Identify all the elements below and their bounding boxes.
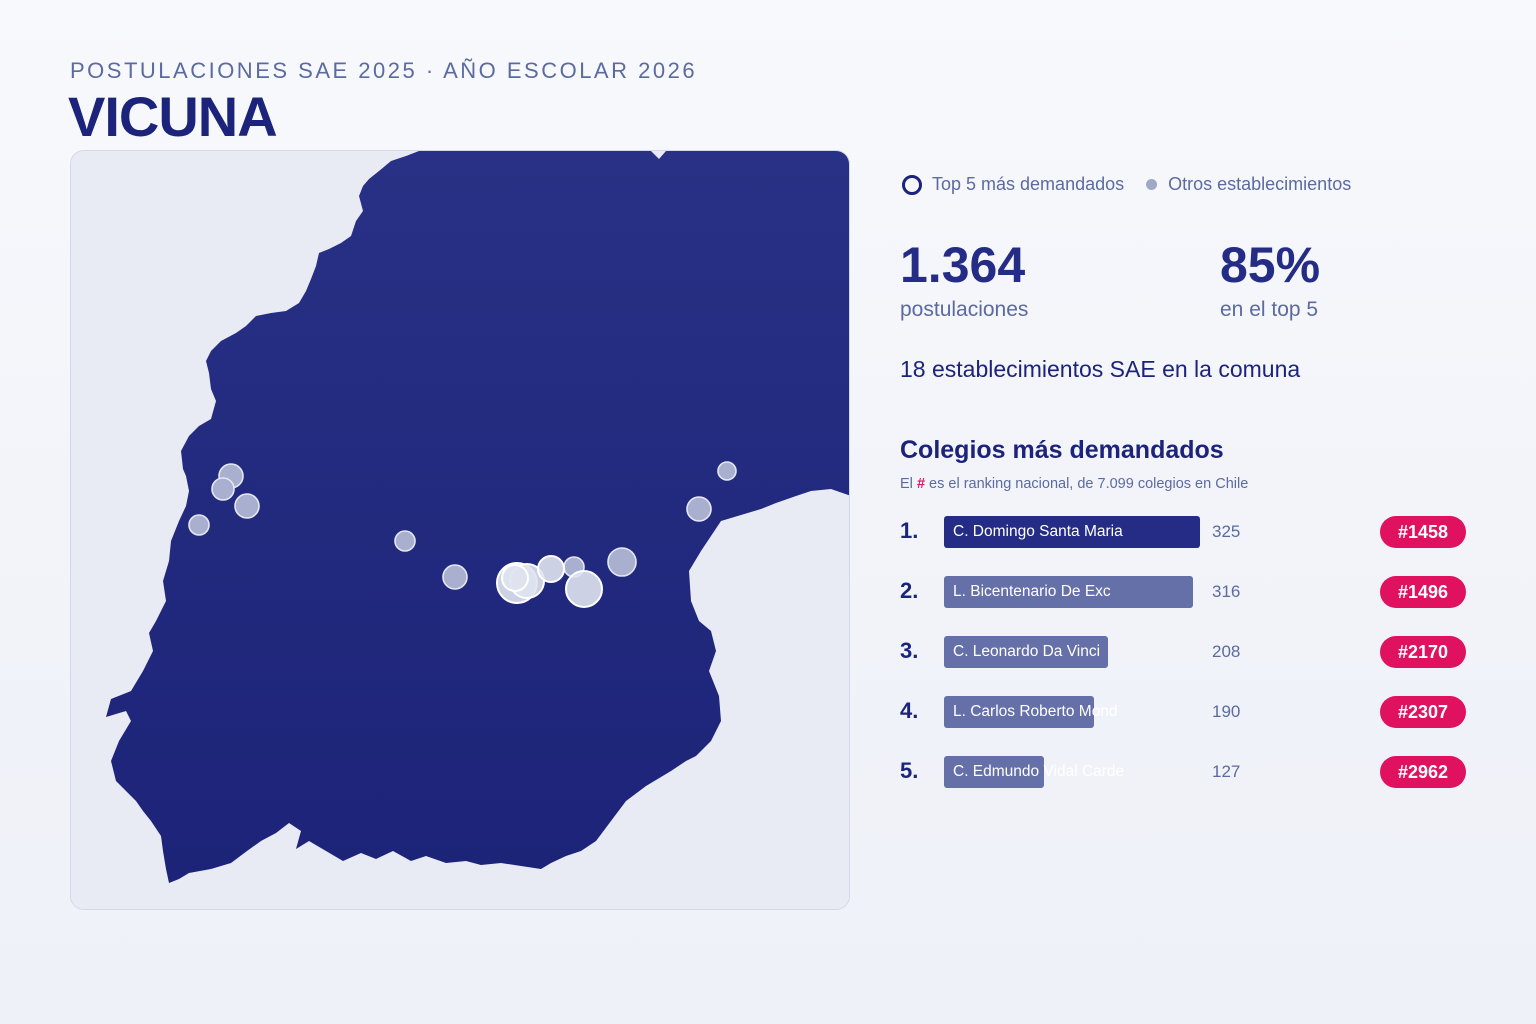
applications-count: 325 (1212, 522, 1241, 541)
map-markers (188, 461, 737, 608)
establishments-count: 18 establecimientos SAE en la comuna (900, 356, 1301, 382)
demand-bar (944, 636, 1108, 668)
ranking-row[interactable]: 2. L. Bicentenario De Exc 316 #1496 (900, 576, 1466, 608)
national-rank-badge: #1458 (1380, 516, 1466, 548)
ranking-row[interactable]: 4. L. Carlos Roberto Mond 190 #2307 (900, 696, 1466, 728)
legend-others-label: Otros establecimientos (1168, 174, 1352, 194)
school-name: C. Edmundo Vidal Carde (953, 763, 1125, 780)
rank-number: 1. (900, 518, 919, 543)
top5-school-marker[interactable] (501, 564, 529, 592)
school-marker[interactable] (234, 493, 260, 519)
applications-count: 208 (1212, 642, 1241, 661)
ranking-note: El # es el ranking nacional, de 7.099 co… (900, 476, 1248, 492)
national-rank-badge: #1496 (1380, 576, 1466, 608)
commune-map[interactable] (71, 151, 850, 910)
national-rank-badge: #2307 (1380, 696, 1466, 728)
demand-bar (944, 696, 1094, 728)
applications-count: 190 (1212, 702, 1241, 721)
rank-number: 4. (900, 698, 919, 723)
top5-school-marker[interactable] (565, 570, 603, 608)
rank-number: 3. (900, 638, 919, 663)
school-marker[interactable] (717, 461, 737, 481)
school-marker[interactable] (211, 477, 235, 501)
legend-top5-label: Top 5 más demandados (932, 174, 1125, 194)
demand-bar (944, 576, 1193, 608)
ranking-title: Colegios más demandados (900, 436, 1224, 464)
ranking-row[interactable]: 3. C. Leonardo Da Vinci 208 #2170 (900, 636, 1466, 668)
school-name: L. Carlos Roberto Mond (953, 703, 1118, 720)
map-panel[interactable] (70, 150, 850, 910)
school-marker[interactable] (607, 547, 637, 577)
applications-label: postulaciones (900, 298, 1029, 321)
applications-stat: 1.364 postulaciones (900, 240, 1028, 322)
school-name: L. Bicentenario De Exc (953, 583, 1111, 600)
school-marker[interactable] (686, 496, 712, 522)
commune-boundary (106, 151, 849, 883)
school-marker[interactable] (394, 530, 416, 552)
applications-value: 1.364 (900, 237, 1026, 293)
top5-share-stat: 85% en el top 5 (1220, 240, 1320, 322)
school-name: C. Domingo Santa Maria (953, 523, 1123, 540)
school-name: C. Leonardo Da Vinci (953, 643, 1101, 660)
rank-number: 2. (900, 578, 919, 603)
demand-bar (944, 516, 1200, 548)
page-title: VICUNA (68, 85, 278, 148)
rank-number: 5. (900, 758, 919, 783)
top5-share-label: en el top 5 (1220, 298, 1319, 321)
ranking-row[interactable]: 1. C. Domingo Santa Maria 325 #1458 (900, 516, 1466, 548)
national-rank-badge: #2170 (1380, 636, 1466, 668)
top5-school-marker[interactable] (537, 555, 565, 583)
ranking-note-suffix: es el ranking nacional, de 7.099 colegio… (929, 476, 1249, 492)
ranking-row[interactable]: 5. C. Edmundo Vidal Carde 127 #2962 (900, 756, 1466, 788)
demand-bar (944, 756, 1044, 788)
top5-share-value: 85% (1220, 237, 1321, 293)
ranking-note-hash: # (916, 476, 926, 492)
subtitle: POSTULACIONES SAE 2025 · AÑO ESCOLAR 202… (70, 58, 698, 83)
top5-marker-icon (902, 174, 922, 195)
applications-count: 316 (1212, 582, 1241, 601)
map-legend: Top 5 más demandados Otros establecimien… (902, 174, 1351, 195)
school-marker[interactable] (442, 564, 468, 590)
ranking-note-prefix: El (900, 476, 913, 492)
national-rank-badge: #2962 (1380, 756, 1466, 788)
school-marker[interactable] (188, 514, 210, 536)
other-marker-icon (1146, 179, 1158, 190)
applications-count: 127 (1212, 762, 1241, 781)
